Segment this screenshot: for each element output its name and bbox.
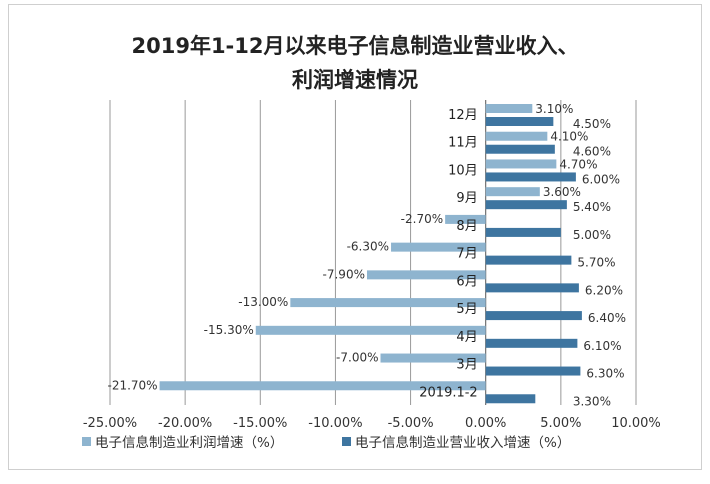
data-label: 5.40%	[573, 200, 611, 214]
data-label: 4.10%	[550, 130, 588, 144]
data-label: 4.50%	[573, 117, 611, 131]
category-label: 8月	[456, 219, 477, 234]
x-tick-label: 0.00%	[465, 416, 506, 431]
bar-revenue	[485, 227, 561, 237]
data-label: 6.40%	[588, 311, 626, 325]
bar-revenue	[485, 117, 554, 126]
bar-profit	[159, 381, 486, 391]
category-label: 3月	[456, 358, 477, 373]
category-label: 9月	[456, 191, 477, 206]
bar-revenue	[485, 283, 579, 293]
data-label: 5.00%	[573, 228, 611, 242]
data-label: 6.00%	[582, 172, 620, 186]
bar-profit	[391, 242, 486, 252]
x-tick-label: -25.00%	[83, 416, 137, 431]
bar-revenue	[485, 338, 578, 348]
category-label: 12月	[448, 108, 478, 123]
bar-profit	[445, 214, 486, 224]
x-tick-label: -20.00%	[158, 416, 212, 431]
data-label: -6.30%	[347, 240, 389, 254]
x-tick-label: -10.00%	[308, 416, 362, 431]
data-label: 3.30%	[573, 394, 611, 408]
legend-swatch	[342, 437, 351, 446]
category-label: 10月	[448, 163, 478, 178]
category-label: 4月	[456, 330, 477, 345]
data-label: -2.70%	[401, 212, 443, 226]
data-label: -15.30%	[204, 323, 254, 337]
bar-revenue	[485, 144, 555, 154]
category-label: 2019.1-2	[419, 385, 477, 400]
legend-label: 电子信息制造业营业收入增速（%）	[355, 434, 570, 451]
bar-profit	[380, 353, 486, 363]
data-label: 3.10%	[535, 102, 573, 116]
data-label: 5.70%	[577, 256, 615, 270]
x-tick-label: -15.00%	[233, 416, 287, 431]
data-label: -21.70%	[108, 378, 158, 392]
category-label: 7月	[456, 247, 477, 262]
bar-revenue	[485, 394, 536, 404]
bar-revenue	[485, 311, 582, 321]
data-label: 6.10%	[583, 339, 621, 353]
bar-profit	[366, 270, 486, 280]
category-label: 11月	[448, 136, 478, 151]
data-label: 6.30%	[586, 367, 624, 381]
bar-profit	[255, 325, 486, 335]
x-tick-label: -5.00%	[388, 416, 434, 431]
bar-profit	[485, 187, 540, 197]
data-label: -7.90%	[323, 267, 365, 281]
bar-profit	[485, 104, 533, 113]
chart-frame	[8, 4, 702, 470]
bar-revenue	[485, 255, 572, 265]
bar-revenue	[485, 200, 567, 210]
data-label: 3.60%	[543, 185, 581, 199]
x-tick-label: 10.00%	[611, 416, 661, 431]
data-label: 4.70%	[559, 157, 597, 171]
data-label: -7.00%	[336, 351, 378, 365]
data-label: -13.00%	[238, 295, 288, 309]
bar-profit	[485, 131, 548, 141]
category-label: 6月	[456, 274, 477, 289]
x-tick-label: 5.00%	[540, 416, 581, 431]
chart-title-line-1: 2019年1-12月以来电子信息制造业营业收入、	[131, 34, 579, 58]
bar-revenue	[485, 172, 576, 182]
legend-swatch	[82, 437, 91, 446]
legend-label: 电子信息制造业利润增速（%）	[95, 434, 283, 451]
category-label: 5月	[456, 302, 477, 317]
bar-profit	[485, 159, 557, 169]
bar-profit	[290, 298, 486, 308]
data-label: 4.60%	[573, 145, 611, 159]
data-label: 6.20%	[585, 283, 623, 297]
chart-title-line-2: 利润增速情况	[292, 68, 418, 92]
bar-revenue	[485, 366, 581, 376]
